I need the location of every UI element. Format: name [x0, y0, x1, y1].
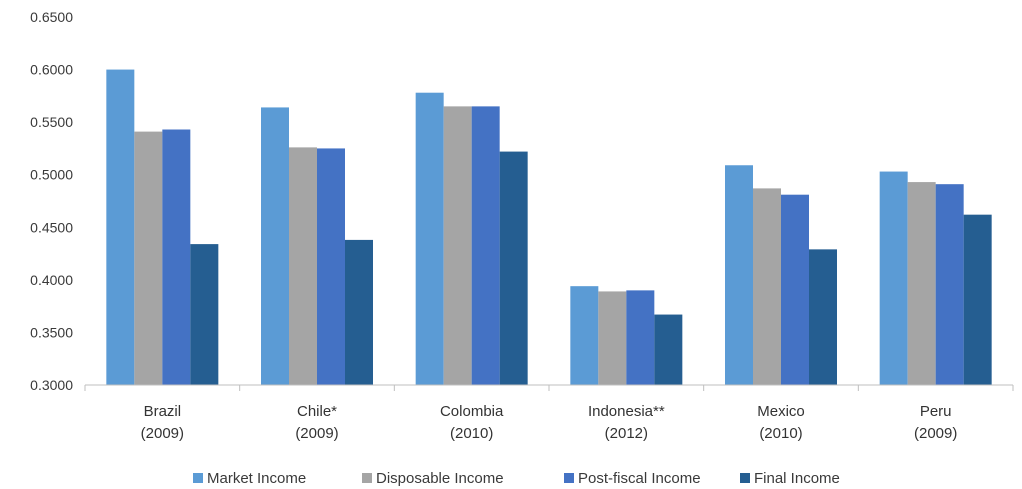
bar-disposable-income-chile [289, 147, 317, 385]
x-axis: Brazil (2009) Chile* (2009) Colombia (2010) In… [84, 384, 1014, 442]
legend-swatch [362, 473, 372, 483]
y-tick-label: 0.6000 [30, 62, 73, 78]
bar-disposable-income-brazil [134, 131, 163, 385]
legend: Market Income Disposable Income Post-fisca… [193, 470, 840, 487]
x-category-label: (2009) [295, 425, 338, 442]
bar-final-income-peru [963, 214, 992, 385]
x-category-label: Colombia [440, 403, 504, 420]
legend-label: Disposable Income [376, 470, 504, 487]
legend-swatch [740, 473, 750, 483]
y-axis: 0.3000 0.3500 0.4000 0.4500 0.5000 0.5500 0.60… [30, 9, 73, 393]
y-tick-label: 0.3000 [30, 377, 73, 393]
bar-disposable-income-mexico [753, 188, 781, 385]
bar-market-income-brazil [106, 69, 135, 386]
x-category-label: Chile* [297, 403, 337, 420]
bar-disposable-income-indonesia [598, 291, 627, 385]
legend-label: Market Income [207, 470, 306, 487]
bars-group [106, 69, 992, 386]
bar-post-fiscal-income-peru [935, 184, 964, 385]
x-category-label: Indonesia** [588, 403, 665, 420]
legend-label: Post-fiscal Income [578, 470, 701, 487]
bar-post-fiscal-income-chile [317, 148, 345, 385]
y-tick-label: 0.4500 [30, 219, 73, 235]
bar-final-income-brazil [190, 244, 219, 385]
bar-market-income-mexico [725, 165, 753, 385]
legend-swatch [564, 473, 574, 483]
x-category-label: (2010) [759, 425, 802, 442]
y-tick-label: 0.6500 [30, 9, 73, 25]
bar-market-income-indonesia [570, 286, 599, 385]
bar-disposable-income-colombia [443, 106, 472, 385]
bar-final-income-colombia [499, 151, 528, 385]
legend-swatch [193, 473, 203, 483]
bar-final-income-mexico [809, 249, 837, 385]
x-category-label: Peru [920, 403, 952, 420]
bar-post-fiscal-income-colombia [471, 106, 500, 385]
bar-disposable-income-peru [907, 182, 936, 385]
x-category-label: (2009) [914, 425, 957, 442]
bar-market-income-chile [261, 107, 289, 386]
bar-final-income-chile [345, 239, 373, 385]
y-tick-label: 0.4000 [30, 272, 73, 288]
x-category-label: (2012) [605, 425, 648, 442]
bar-post-fiscal-income-mexico [781, 194, 809, 385]
bar-post-fiscal-income-brazil [162, 129, 191, 385]
x-category-label: (2009) [141, 425, 184, 442]
x-category-label: (2010) [450, 425, 493, 442]
y-tick-label: 0.5000 [30, 167, 73, 183]
bar-market-income-peru [879, 171, 908, 385]
bar-post-fiscal-income-indonesia [626, 290, 655, 385]
y-tick-label: 0.3500 [30, 324, 73, 340]
legend-label: Final Income [754, 470, 840, 487]
bar-final-income-indonesia [654, 314, 683, 385]
bar-market-income-colombia [415, 92, 444, 386]
x-category-label: Mexico [757, 403, 805, 420]
x-category-label: Brazil [144, 403, 182, 420]
y-tick-label: 0.5500 [30, 114, 73, 130]
